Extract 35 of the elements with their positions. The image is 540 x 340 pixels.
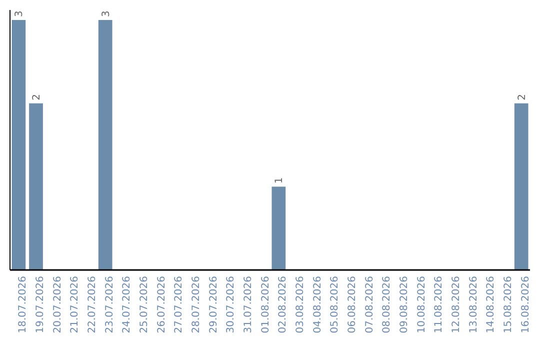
x-tick-label: 30.07.2026 (226, 276, 237, 334)
x-tick-label: 25.07.2026 (139, 276, 150, 334)
x-tick-label: 20.07.2026 (52, 276, 64, 334)
x-tick-label: 22.07.2026 (87, 276, 98, 334)
x-tick-label: 04.08.2026 (312, 276, 324, 334)
x-tick-label: 12.08.2026 (451, 276, 462, 334)
x-tick-label: 02.08.2026 (278, 276, 289, 334)
x-tick-label: 27.07.2026 (174, 276, 185, 334)
x-tick-label: 16.08.2026 (520, 276, 532, 334)
x-tick-label: 03.08.2026 (295, 276, 306, 334)
x-tick-label: 31.07.2026 (243, 276, 254, 334)
x-tick-label: 11.08.2026 (434, 276, 445, 334)
x-tick-label: 15.08.2026 (503, 276, 514, 334)
data-label: 2 (32, 94, 42, 100)
x-tick-label: 10.08.2026 (416, 276, 428, 334)
x-tick-label: 05.08.2026 (330, 276, 341, 334)
x-tick-label: 29.07.2026 (208, 276, 220, 334)
data-label: 3 (14, 10, 26, 17)
x-tick-label: 06.08.2026 (347, 276, 358, 334)
x-tick-label: 21.07.2026 (70, 276, 81, 334)
x-tick-label: 13.08.2026 (468, 276, 480, 334)
x-tick-label: 14.08.2026 (486, 276, 497, 334)
x-tick-label: 26.07.2026 (156, 276, 168, 334)
x-tick-label: 01.08.2026 (260, 276, 272, 334)
x-tick-label: 23.07.2026 (104, 276, 116, 334)
x-tick-label: 24.07.2026 (122, 276, 133, 334)
data-label: 2 (516, 94, 528, 100)
x-tick-label: 07.08.2026 (364, 276, 376, 334)
x-tick-label: 19.07.2026 (35, 276, 46, 334)
data-label: 3 (100, 10, 112, 17)
x-tick-label: 08.08.2026 (382, 276, 393, 334)
x-tick-label: 28.07.2026 (191, 276, 202, 334)
x-tick-label: 09.08.2026 (399, 276, 410, 334)
data-label: 1 (274, 177, 286, 184)
x-tick-label: 18.07.2026 (18, 276, 29, 334)
